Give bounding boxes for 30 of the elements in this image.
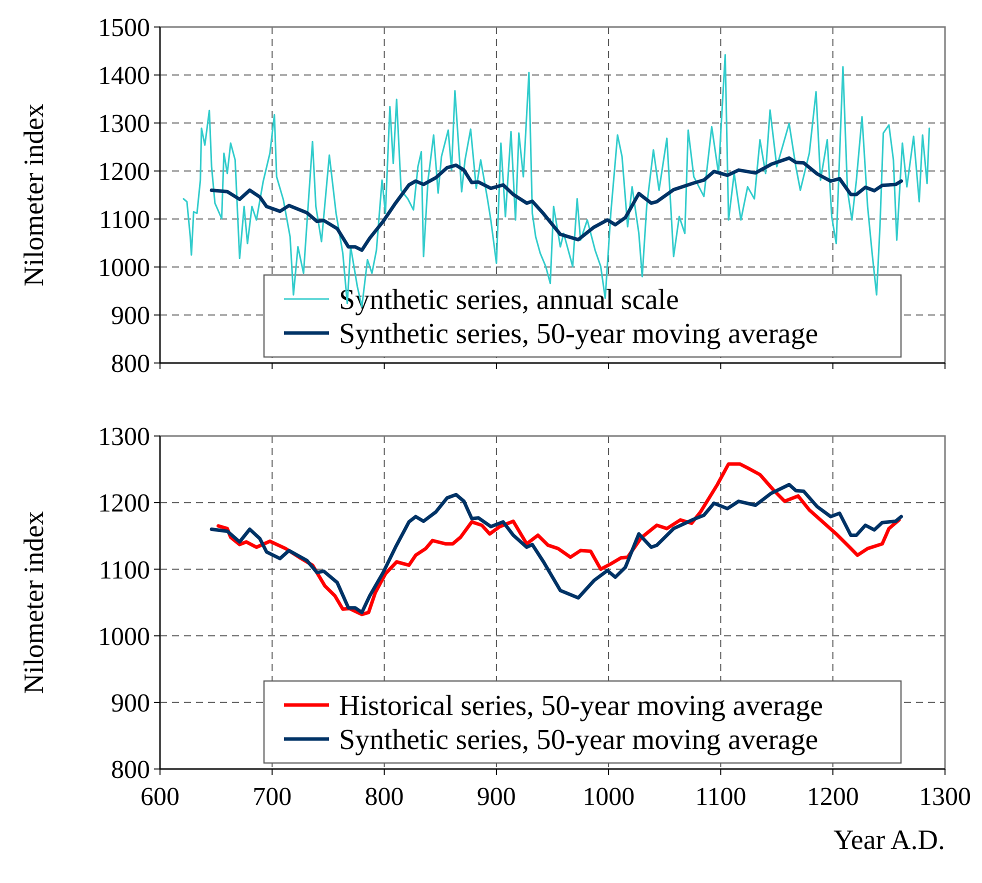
x-tick-label: 900 — [476, 782, 516, 811]
x-tick-label: 1200 — [806, 782, 859, 811]
x-tick-label: 1100 — [695, 782, 746, 811]
x-tick-label: 700 — [252, 782, 292, 811]
legend-label: Synthetic series, 50-year moving average — [339, 724, 818, 756]
y-tick-label: 1000 — [98, 622, 150, 651]
y-tick-label: 900 — [111, 301, 150, 330]
y-tick-label: 900 — [111, 688, 150, 718]
x-axis-title: Year A.D. — [834, 825, 945, 856]
line-series — [210, 156, 904, 252]
y-tick-label: 800 — [111, 349, 150, 378]
y-tick-label: 1100 — [98, 555, 150, 584]
x-tick-label: 600 — [140, 782, 180, 811]
y-axis-title: Nilometer index — [19, 511, 50, 694]
x-tick-label: 1300 — [919, 782, 971, 811]
y-tick-label: 1400 — [98, 61, 150, 90]
legend-label: Historical series, 50-year moving average — [339, 690, 823, 722]
y-tick-label: 1300 — [98, 109, 150, 138]
legend-label: Synthetic series, 50-year moving average — [339, 318, 818, 350]
y-axis-title: Nilometer index — [19, 104, 50, 286]
x-tick-label: 800 — [364, 782, 404, 811]
y-tick-label: 1500 — [98, 13, 150, 42]
x-tick-label: 1000 — [582, 782, 635, 811]
y-tick-label: 1200 — [98, 488, 150, 518]
y-tick-label: 1100 — [98, 205, 150, 234]
y-tick-label: 1200 — [98, 157, 150, 186]
y-tick-label: 1000 — [98, 253, 150, 282]
line-series — [210, 482, 904, 614]
y-tick-label: 1300 — [98, 422, 150, 452]
y-tick-label: 800 — [111, 755, 150, 784]
